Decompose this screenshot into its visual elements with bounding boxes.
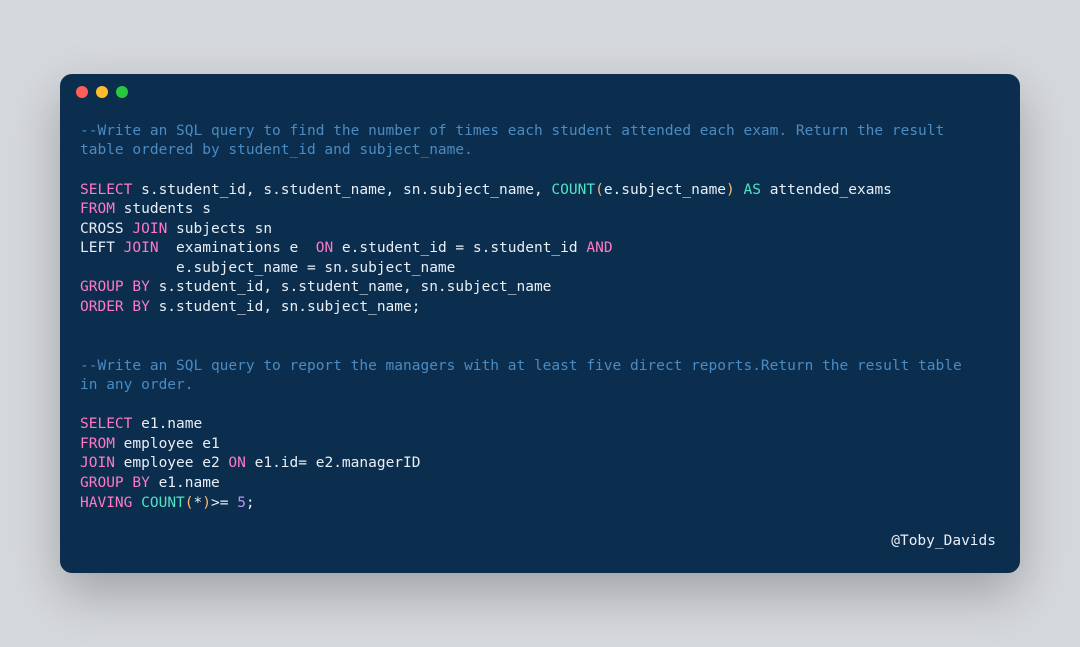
q2-join-tbl: employee e2 xyxy=(115,455,229,471)
comment-1-line-2: table ordered by student_id and subject_… xyxy=(80,142,473,158)
kw-join-1: JOIN xyxy=(132,221,167,237)
minimize-icon[interactable] xyxy=(96,86,108,98)
kw-join-2: JOIN xyxy=(124,240,159,256)
q2-on-cond: e1.id= e2.managerID xyxy=(246,455,421,471)
code-window: --Write an SQL query to find the number … xyxy=(60,74,1020,573)
comment-1-line-1: --Write an SQL query to find the number … xyxy=(80,123,944,139)
comment-2-line-1: --Write an SQL query to report the manag… xyxy=(80,358,962,374)
on-cond-2: e.subject_name = sn.subject_name xyxy=(80,260,455,276)
join2-tbl: examinations e xyxy=(159,240,316,256)
paren-close-2: ) xyxy=(202,495,211,511)
kw-select-2: SELECT xyxy=(80,416,132,432)
paren-open-2: ( xyxy=(185,495,194,511)
q2-groupby-cols: e1.name xyxy=(150,475,220,491)
kw-as: AS xyxy=(735,182,761,198)
paren-close: ) xyxy=(726,182,735,198)
kw-from: FROM xyxy=(80,201,115,217)
q2-select-cols: e1.name xyxy=(132,416,202,432)
alias-name: attended_exams xyxy=(761,182,892,198)
titlebar xyxy=(60,74,1020,110)
maximize-icon[interactable] xyxy=(116,86,128,98)
q1-select-cols: s.student_id, s.student_name, sn.subject… xyxy=(132,182,551,198)
kw-groupby-2: GROUP BY xyxy=(80,475,150,491)
paren-open: ( xyxy=(595,182,604,198)
star: * xyxy=(194,495,203,511)
comment-2-line-2: in any order. xyxy=(80,377,194,393)
kw-groupby: GROUP BY xyxy=(80,279,150,295)
fn-count-2: COUNT xyxy=(141,495,185,511)
on-cond-1: e.student_id = s.student_id xyxy=(333,240,586,256)
kw-and: AND xyxy=(586,240,612,256)
kw-having: HAVING xyxy=(80,495,132,511)
from-tbl: students s xyxy=(115,201,211,217)
join1-rest: subjects sn xyxy=(167,221,272,237)
count-arg: e.subject_name xyxy=(604,182,726,198)
orderby-cols: s.student_id, sn.subject_name; xyxy=(150,299,421,315)
txt-left: LEFT xyxy=(80,240,124,256)
groupby-cols: s.student_id, s.student_name, sn.subject… xyxy=(150,279,552,295)
kw-on-2: ON xyxy=(228,455,245,471)
kw-select: SELECT xyxy=(80,182,132,198)
q2-from-tbl: employee e1 xyxy=(115,436,220,452)
semi: ; xyxy=(246,495,255,511)
txt-cross: CROSS xyxy=(80,221,132,237)
kw-from-2: FROM xyxy=(80,436,115,452)
code-content: --Write an SQL query to find the number … xyxy=(60,110,1020,533)
close-icon[interactable] xyxy=(76,86,88,98)
gte: >= xyxy=(211,495,237,511)
kw-join-3: JOIN xyxy=(80,455,115,471)
sp xyxy=(132,495,141,511)
fn-count: COUNT xyxy=(551,182,595,198)
credit-handle: @Toby_Davids xyxy=(60,533,1020,573)
kw-orderby: ORDER BY xyxy=(80,299,150,315)
num-5: 5 xyxy=(237,495,246,511)
kw-on: ON xyxy=(316,240,333,256)
